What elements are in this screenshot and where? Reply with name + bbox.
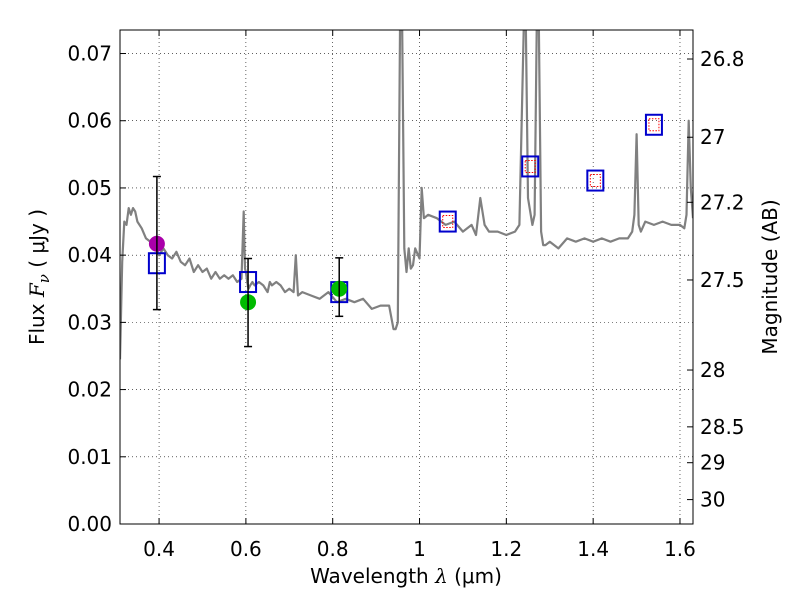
y-right-tick-label: 28 xyxy=(700,358,725,382)
axes-frame xyxy=(119,29,694,525)
y-axis-label: Flux Fν ( μJy ) xyxy=(25,209,53,345)
upper-limit-square xyxy=(648,118,660,132)
y-right-tick-label: 26.8 xyxy=(700,47,745,71)
y-tick-label: 0.07 xyxy=(67,42,112,66)
x-tick-label: 1.4 xyxy=(577,537,609,561)
y-tick-label: 0.06 xyxy=(67,109,112,133)
model-photometry-square xyxy=(644,113,663,136)
y-tick-label: 0.01 xyxy=(67,445,112,469)
y-right-tick-label: 27.5 xyxy=(700,268,745,292)
grid xyxy=(120,30,693,525)
y-right-tick-label: 29 xyxy=(700,451,725,475)
x-axis-label: Wavelength λ (μm) xyxy=(310,564,502,588)
y-right-tick-label: 30 xyxy=(700,488,725,512)
y-tick-label: 0.00 xyxy=(67,512,112,536)
y-right-tick-label: 27.2 xyxy=(700,190,745,214)
y-right-tick-label: 27 xyxy=(700,125,725,149)
x-tick-label: 1.6 xyxy=(664,537,696,561)
y-tick-label: 0.05 xyxy=(67,176,112,200)
upper-limit-square xyxy=(524,159,536,173)
model-photometry-square xyxy=(586,169,605,192)
plot-area xyxy=(120,30,693,360)
y-tick-label: 0.02 xyxy=(67,378,112,402)
y-right-tick-label: 28.5 xyxy=(700,415,745,439)
x-tick-label: 1.2 xyxy=(490,537,522,561)
y-right-axis-label: Magnitude (AB) xyxy=(758,199,782,354)
ticks: 0.4 0.6 0.8 1 1.2 1.4 1.6 0.00 0.01 0.02 0.03 0.04 0… xyxy=(67,30,745,561)
model-photometry-square xyxy=(521,155,540,178)
upper-limit-square xyxy=(589,174,601,188)
x-tick-label: 0.6 xyxy=(230,537,262,561)
x-tick-label: 0.4 xyxy=(143,537,175,561)
upper-limit-square xyxy=(442,215,454,229)
series-layer xyxy=(120,30,693,360)
y-tick-label: 0.03 xyxy=(67,310,112,334)
model-photometry-square xyxy=(438,210,457,233)
x-tick-label: 1 xyxy=(413,537,426,561)
y-tick-label: 0.04 xyxy=(67,243,112,267)
x-tick-label: 0.8 xyxy=(317,537,349,561)
spectrum-line xyxy=(120,30,693,360)
